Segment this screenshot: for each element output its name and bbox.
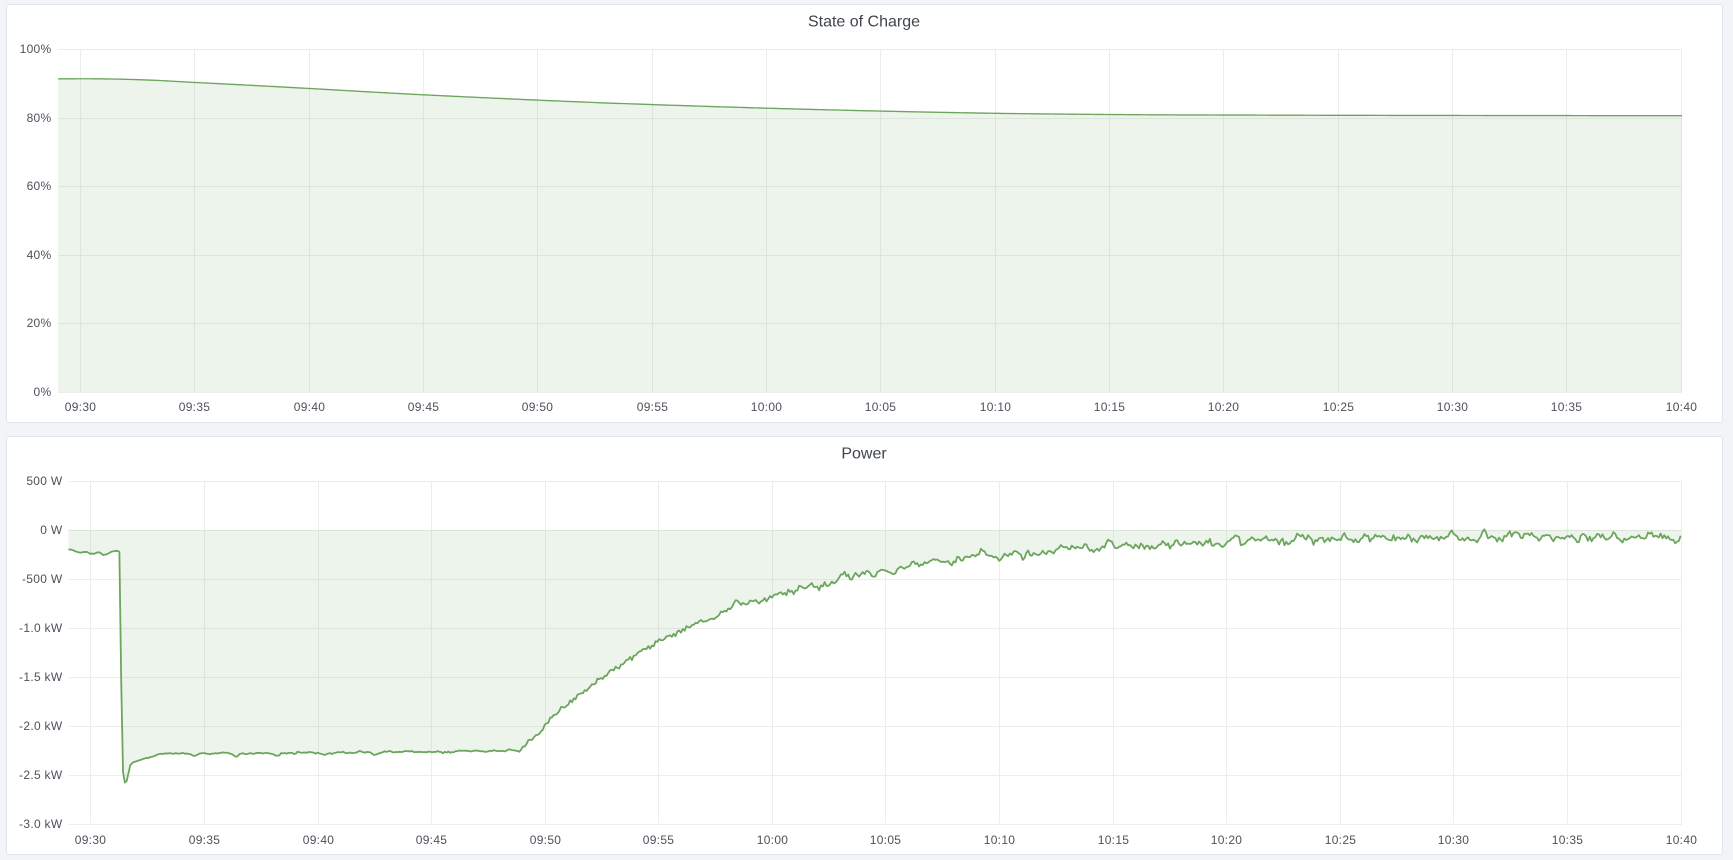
svg-text:10:10: 10:10 xyxy=(980,400,1012,414)
svg-text:20%: 20% xyxy=(27,316,52,330)
svg-text:60%: 60% xyxy=(27,179,52,193)
svg-text:09:45: 09:45 xyxy=(416,833,448,847)
svg-text:10:30: 10:30 xyxy=(1437,400,1469,414)
svg-text:10:00: 10:00 xyxy=(757,833,789,847)
svg-text:40%: 40% xyxy=(27,248,52,262)
svg-text:0 W: 0 W xyxy=(40,523,63,537)
svg-text:-2.5 kW: -2.5 kW xyxy=(19,768,63,782)
svg-text:10:40: 10:40 xyxy=(1666,400,1698,414)
svg-text:-1.5 kW: -1.5 kW xyxy=(19,670,63,684)
svg-text:10:15: 10:15 xyxy=(1094,400,1126,414)
svg-text:-500 W: -500 W xyxy=(22,572,63,586)
svg-text:-2.0 kW: -2.0 kW xyxy=(19,719,63,733)
svg-text:10:30: 10:30 xyxy=(1438,833,1470,847)
svg-text:-3.0 kW: -3.0 kW xyxy=(19,817,63,831)
svg-text:500 W: 500 W xyxy=(26,474,63,488)
svg-text:80%: 80% xyxy=(27,111,52,125)
svg-text:09:50: 09:50 xyxy=(530,833,562,847)
svg-text:10:25: 10:25 xyxy=(1325,833,1357,847)
svg-text:Power: Power xyxy=(841,446,887,463)
svg-text:10:10: 10:10 xyxy=(984,833,1016,847)
svg-text:10:00: 10:00 xyxy=(751,400,783,414)
svg-text:10:25: 10:25 xyxy=(1323,400,1355,414)
svg-text:100%: 100% xyxy=(20,42,52,56)
svg-text:10:20: 10:20 xyxy=(1211,833,1243,847)
svg-text:09:30: 09:30 xyxy=(75,833,107,847)
svg-text:10:15: 10:15 xyxy=(1098,833,1130,847)
svg-text:-1.0 kW: -1.0 kW xyxy=(19,621,63,635)
svg-text:09:55: 09:55 xyxy=(643,833,675,847)
svg-text:10:20: 10:20 xyxy=(1208,400,1240,414)
svg-text:09:35: 09:35 xyxy=(179,400,211,414)
svg-text:10:35: 10:35 xyxy=(1551,400,1583,414)
svg-text:10:40: 10:40 xyxy=(1666,833,1698,847)
svg-text:09:50: 09:50 xyxy=(522,400,554,414)
svg-text:09:30: 09:30 xyxy=(65,400,97,414)
svg-text:10:35: 10:35 xyxy=(1552,833,1584,847)
svg-text:09:40: 09:40 xyxy=(303,833,335,847)
svg-text:09:40: 09:40 xyxy=(294,400,326,414)
svg-text:10:05: 10:05 xyxy=(865,400,897,414)
svg-text:09:55: 09:55 xyxy=(637,400,669,414)
svg-text:10:05: 10:05 xyxy=(870,833,902,847)
svg-text:09:45: 09:45 xyxy=(408,400,440,414)
svg-text:09:35: 09:35 xyxy=(189,833,221,847)
svg-text:State of Charge: State of Charge xyxy=(808,13,920,30)
svg-text:0%: 0% xyxy=(34,385,52,399)
